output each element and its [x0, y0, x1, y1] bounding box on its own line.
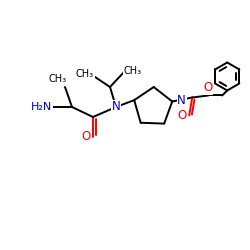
Text: CH₃: CH₃: [124, 66, 142, 76]
Text: O: O: [204, 81, 213, 94]
Text: N: N: [112, 100, 120, 114]
Text: H₂N: H₂N: [32, 102, 52, 112]
Text: O: O: [82, 130, 90, 143]
Text: CH₃: CH₃: [49, 74, 67, 84]
Text: O: O: [178, 109, 187, 122]
Text: N: N: [177, 94, 186, 107]
Text: CH₃: CH₃: [76, 69, 94, 79]
